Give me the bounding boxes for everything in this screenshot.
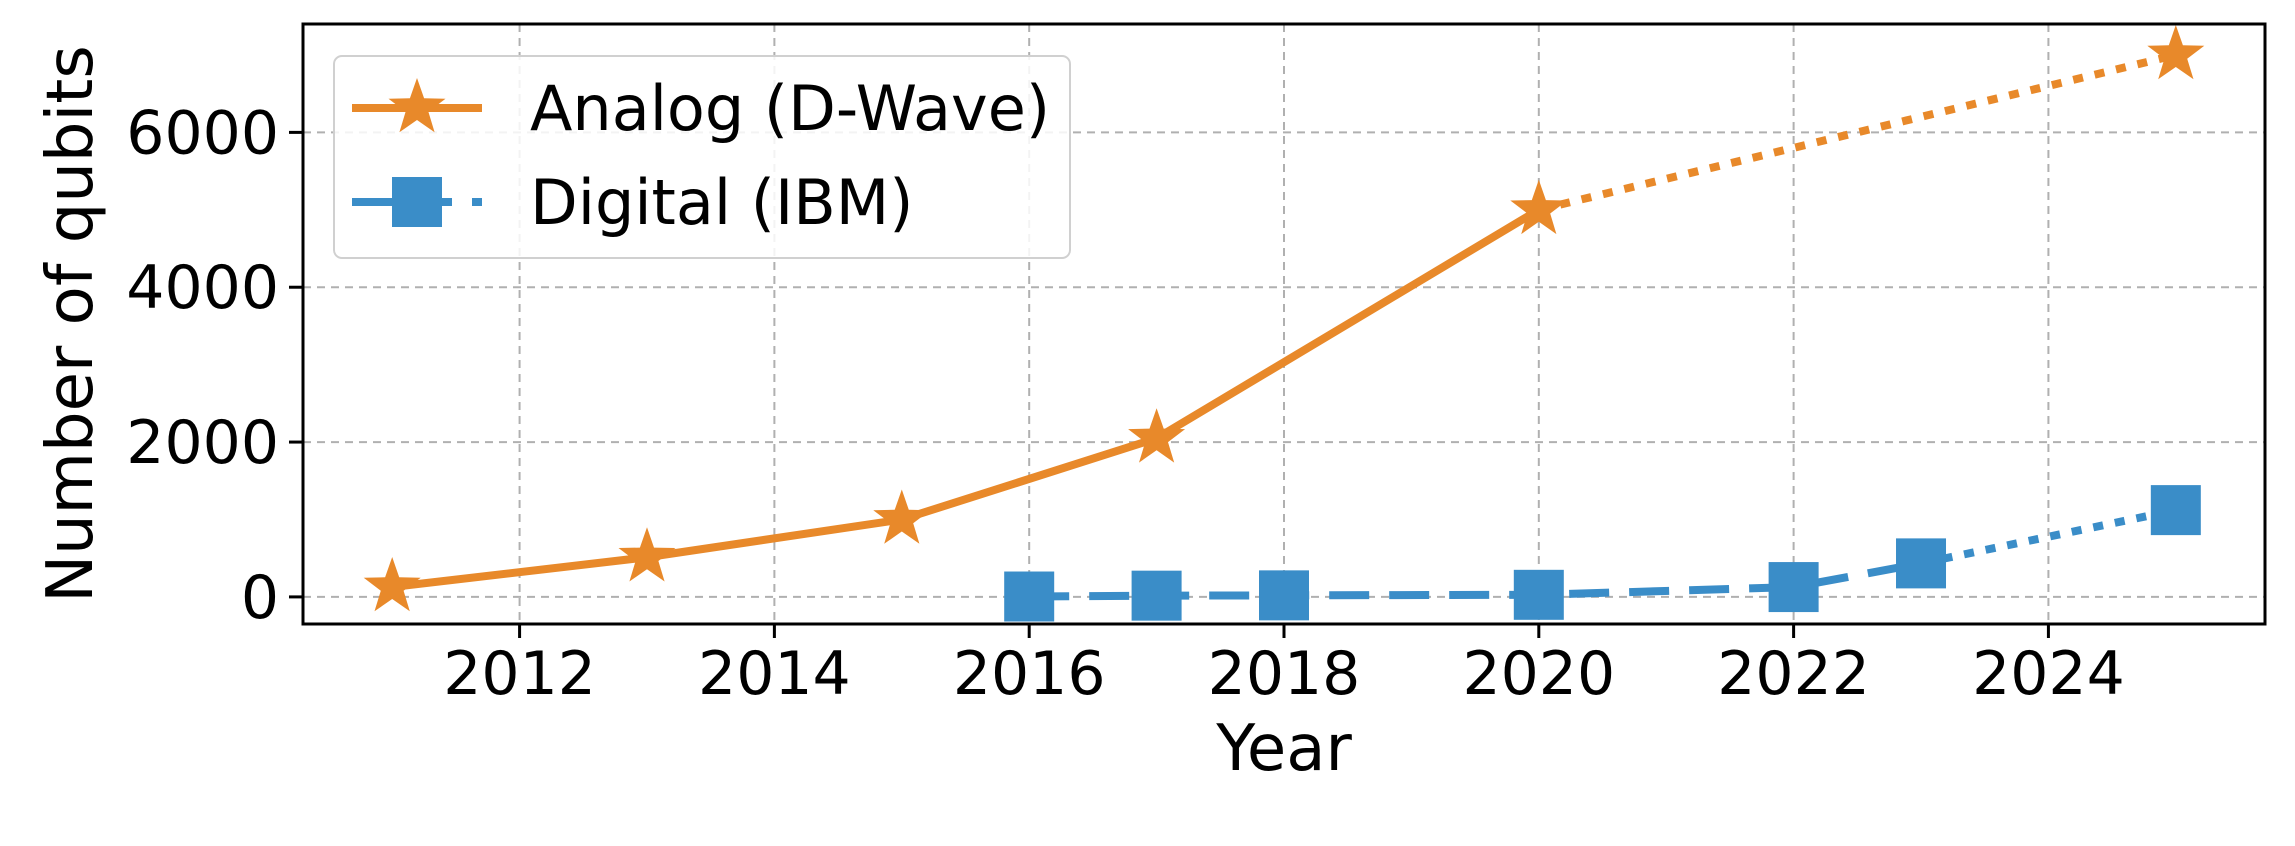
x-tick-label: 2018 [1208,639,1361,709]
analog-point [1510,179,1568,235]
analog-point [873,489,931,544]
digital-projected-point [2150,485,2201,536]
legend-label: Digital (IBM) [530,166,913,239]
x-tick-label: 2016 [953,639,1106,709]
tick-marks [289,130,2050,638]
x-tick-label: 2024 [1972,639,2125,709]
analog-point [618,527,676,582]
y-tick-label: 6000 [126,98,279,168]
x-tick-label: 2014 [698,639,851,709]
legend-swatch-marker [392,177,442,227]
series-analog [363,25,2205,612]
legend-entry-digital: Digital (IBM) [352,166,913,239]
legend-box [333,55,1071,259]
series-digital [1004,485,2201,622]
y-tick-label: 4000 [126,253,279,323]
x-axis-title: Year [1215,712,1352,786]
x-tick-label: 2020 [1462,639,1615,709]
analog-projected-point [2147,25,2205,80]
legend-swatch-marker [388,78,446,133]
digital-point [1896,538,1947,589]
x-tick-label: 2012 [443,639,596,709]
x-tick-label: 2022 [1717,639,1870,709]
y-axis-title: Number of qubits [34,45,108,603]
series-layer [363,25,2205,622]
digital-point [1131,570,1182,621]
legend-entries: Analog (D-Wave) Digital (IBM) [352,72,1050,239]
tick-labels: 2012 2014 2016 2018 2020 2022 2024 0 2000 4000 600… [126,98,2124,709]
legend-entry-analog: Analog (D-Wave) [352,72,1050,145]
y-tick-label: 0 [241,563,279,633]
legend-label: Analog (D-Wave) [530,72,1050,145]
digital-point [1768,562,1819,613]
digital-point [1259,570,1309,621]
analog-line [391,206,1541,591]
digital-point [1513,569,1564,620]
legend: Analog (D-Wave) Digital (IBM) [333,55,1071,259]
analog-point [363,557,421,612]
analog-point [1128,408,1186,463]
digital-point [1004,571,1055,622]
y-tick-label: 2000 [126,408,279,478]
